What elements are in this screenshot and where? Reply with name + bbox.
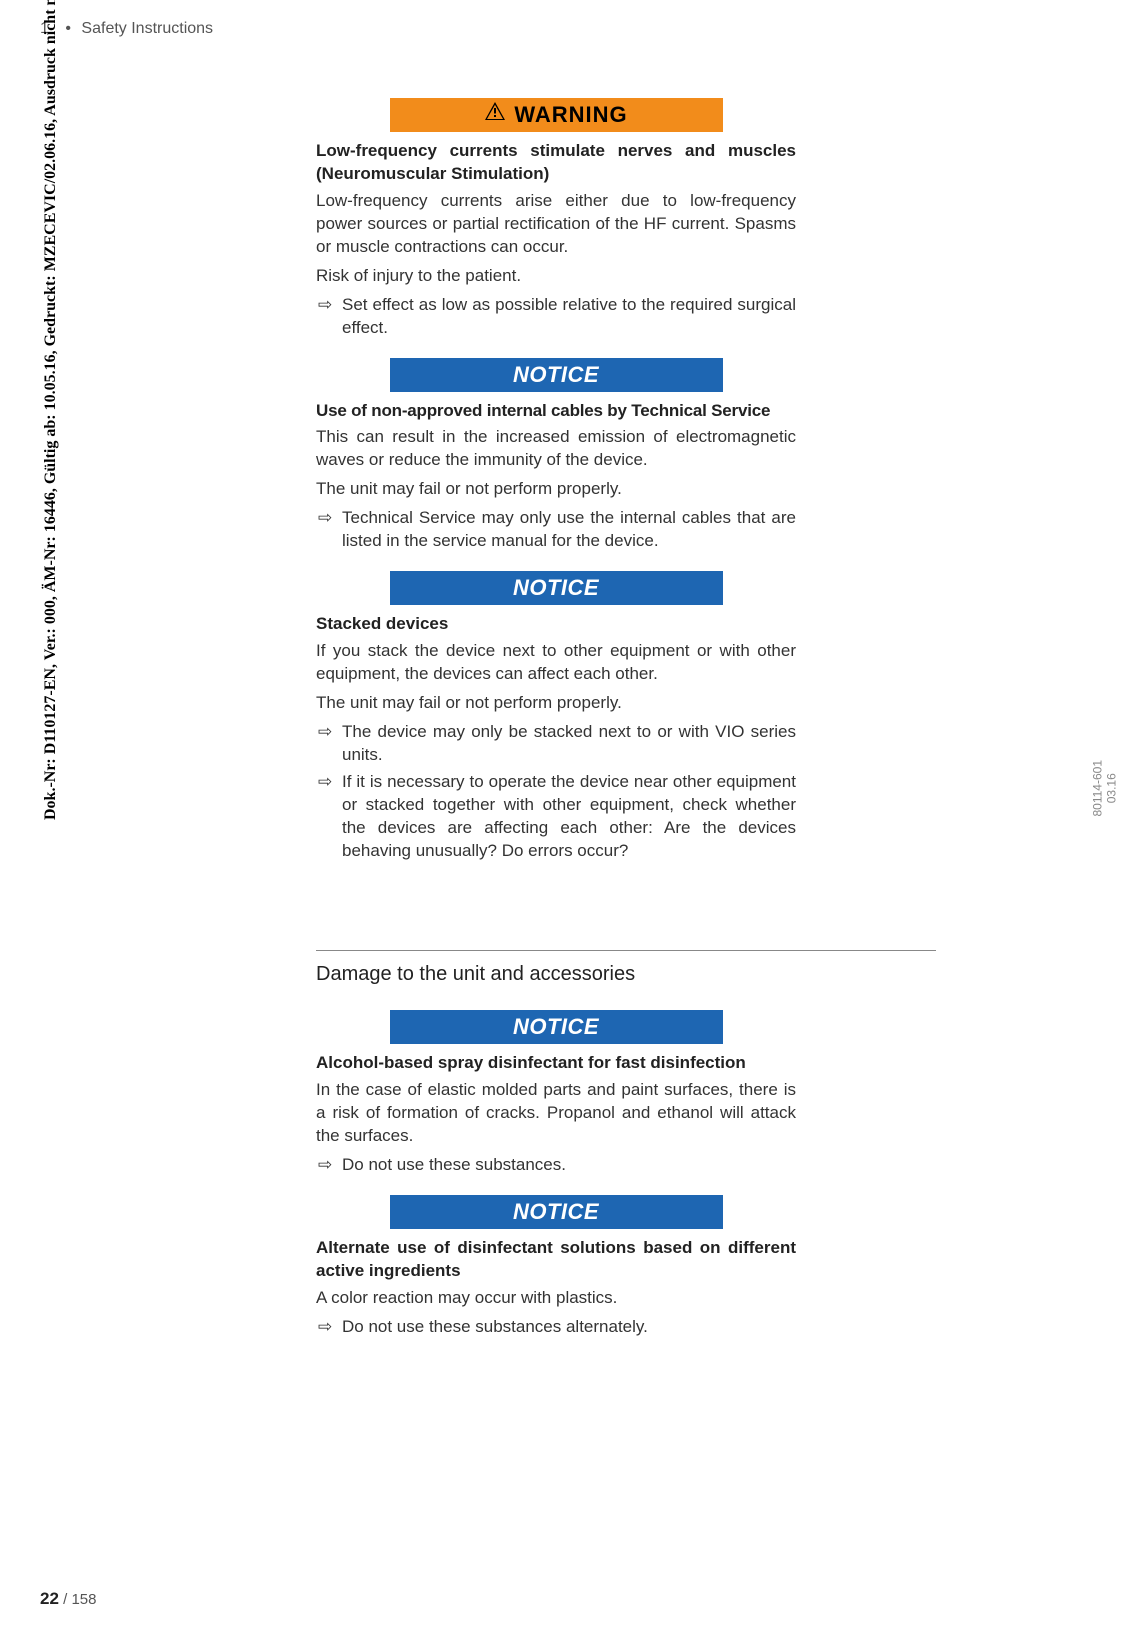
side-left-text: Dok.-Nr: D110127-EN, Ver.: 000, ÄM-Nr: 1… (40, 0, 62, 820)
warning-triangle-icon (484, 97, 506, 131)
warning-label: WARNING (514, 102, 627, 127)
section-block: Damage to the unit and accessories (316, 920, 936, 1000)
lower-content: NOTICE Alcohol-based spray disinfectant … (316, 992, 796, 1348)
chapter-title: Safety Instructions (81, 20, 213, 37)
notice3-b1: Do not use these substances. (316, 1154, 796, 1177)
notice1-bullets: Technical Service may only use the inter… (316, 507, 796, 553)
notice4-title: Alternate use of disinfectant solutions … (316, 1237, 796, 1283)
notice-label-4: NOTICE (513, 1199, 599, 1224)
notice1-p2: The unit may fail or not perform properl… (316, 478, 796, 501)
page-header: 1 • Safety Instructions (40, 18, 213, 40)
warning-title: Low-frequency currents stimulate nerves … (316, 140, 796, 186)
notice2-p1: If you stack the device next to other eq… (316, 640, 796, 686)
notice-label-1: NOTICE (513, 362, 599, 387)
section-rule (316, 950, 936, 951)
notice4-p1: A color reaction may occur with plastics… (316, 1287, 796, 1310)
notice3-title: Alcohol-based spray disinfectant for fas… (316, 1052, 796, 1075)
notice-banner-2: NOTICE (390, 571, 723, 605)
side-right-text: 80114-601 03.16 (1090, 760, 1119, 817)
notice4-bullets: Do not use these substances alternately. (316, 1316, 796, 1339)
warning-p2: Risk of injury to the patient. (316, 265, 796, 288)
notice3-bullets: Do not use these substances. (316, 1154, 796, 1177)
notice4-b1: Do not use these substances alternately. (316, 1316, 796, 1339)
warning-bullets: Set effect as low as possible relative t… (316, 294, 796, 340)
notice-banner-4: NOTICE (390, 1195, 723, 1229)
notice1-p1: This can result in the increased emissio… (316, 426, 796, 472)
notice-banner-3: NOTICE (390, 1010, 723, 1044)
section-title: Damage to the unit and accessories (316, 961, 936, 988)
current-page: 22 (40, 1589, 59, 1608)
notice1-b1: Technical Service may only use the inter… (316, 507, 796, 553)
notice2-bullets: The device may only be stacked next to o… (316, 721, 796, 863)
total-pages: 158 (71, 1591, 96, 1608)
notice2-b2: If it is necessary to operate the device… (316, 771, 796, 863)
bullet-separator: • (65, 20, 71, 37)
notice2-b1: The device may only be stacked next to o… (316, 721, 796, 767)
notice3-p1: In the case of elastic molded parts and … (316, 1079, 796, 1148)
notice2-p2: The unit may fail or not perform properl… (316, 692, 796, 715)
notice1-title: Use of non-approved internal cables by T… (316, 400, 796, 423)
notice-label-3: NOTICE (513, 1014, 599, 1039)
notice2-title: Stacked devices (316, 613, 796, 636)
side-right-line1: 80114-601 (1090, 760, 1104, 817)
warning-banner: WARNING (390, 98, 723, 132)
notice-banner-1: NOTICE (390, 358, 723, 392)
main-content: WARNING Low-frequency currents stimulate… (316, 80, 796, 873)
warning-b1: Set effect as low as possible relative t… (316, 294, 796, 340)
page-footer: 22 / 158 (40, 1588, 96, 1611)
side-right-line2: 03.16 (1104, 760, 1118, 817)
warning-p1: Low-frequency currents arise either due … (316, 190, 796, 259)
notice-label-2: NOTICE (513, 575, 599, 600)
